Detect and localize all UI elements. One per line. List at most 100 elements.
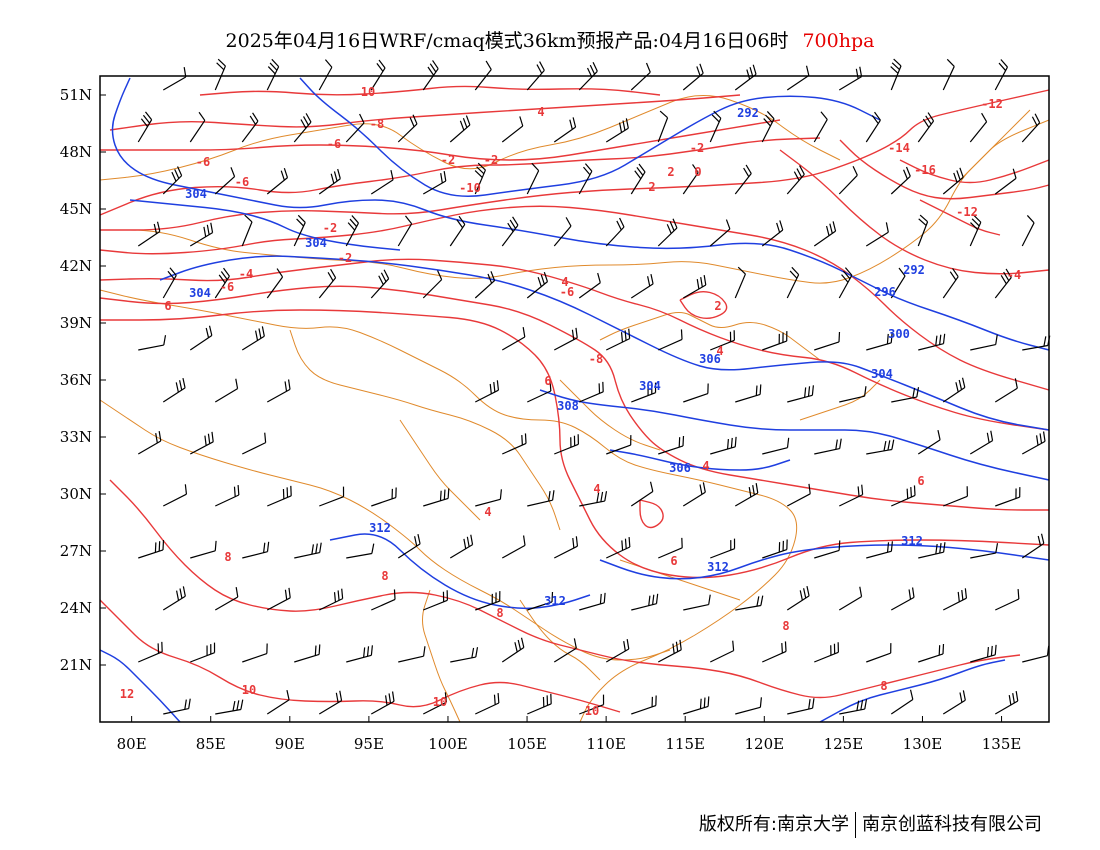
wind-barb: [214, 587, 239, 611]
wind-barb: [631, 593, 659, 611]
wind-barb: [501, 327, 526, 351]
height-contour: [99, 649, 181, 723]
wind-barb: [994, 378, 1018, 403]
height-contours: [99, 77, 1050, 723]
wind-barb: [475, 591, 501, 611]
wind-barb: [526, 162, 540, 195]
wind-barb: [787, 385, 814, 403]
wind-barb: [838, 586, 863, 611]
wind-barb: [501, 116, 524, 143]
lon-tick-label: 85E: [196, 735, 226, 753]
temperature-label: -2: [690, 141, 704, 155]
wind-barb: [682, 482, 706, 507]
wind-barb: [526, 271, 549, 299]
temperature-label: -4: [239, 267, 253, 281]
wind-barb: [189, 431, 214, 455]
wind-barb: [527, 693, 552, 715]
wind-barb: [449, 215, 466, 247]
wind-barb: [371, 589, 396, 611]
wind-barb: [657, 218, 678, 247]
lat-tick-label: 30N: [60, 485, 92, 503]
wind-barb: [162, 586, 186, 611]
wind-barb: [345, 215, 360, 247]
wind-barb: [527, 490, 555, 507]
wind-barb: [734, 483, 759, 507]
height-label: 312: [544, 594, 566, 608]
border-line: [399, 419, 481, 521]
wind-barb: [527, 591, 554, 611]
temperature-contour: [639, 499, 664, 529]
wind-barb: [814, 331, 841, 351]
temperature-label: 4: [593, 482, 600, 496]
wind-barb: [838, 267, 853, 299]
wind-barb: [293, 214, 306, 247]
copyright-text: 版权所有:南京大学: [698, 814, 849, 835]
wind-barb: [762, 641, 787, 663]
wind-barb: [502, 433, 527, 455]
wind-barb: [813, 221, 837, 247]
wind-barb: [553, 327, 578, 351]
wind-barb: [917, 214, 929, 247]
wind-barb: [266, 689, 290, 715]
height-label: 312: [901, 534, 923, 548]
wind-barb: [266, 379, 291, 403]
border-line: [519, 599, 601, 681]
map-plot-area: 10-8-6-6-6 -2-2-6-4-2-2-2022-10-12-14-16-…: [99, 58, 1051, 723]
temperature-label: -2: [441, 153, 455, 167]
wind-barb: [942, 268, 959, 299]
temperature-contour: [99, 137, 821, 216]
wind-barb: [501, 216, 519, 247]
temperature-contour: [99, 258, 1050, 431]
height-label: 304: [639, 379, 661, 393]
wind-barb: [474, 60, 492, 91]
wind-barb: [814, 642, 839, 663]
wind-barb: [474, 162, 486, 195]
temperature-label: -2: [323, 221, 337, 235]
wind-barb: [683, 696, 710, 715]
wind-barb: [786, 483, 811, 507]
wind-barb: [890, 267, 906, 299]
border-line: [99, 289, 798, 723]
wind-barb: [866, 439, 895, 455]
wind-barb: [814, 540, 841, 559]
wind-barb: [1022, 645, 1050, 663]
wind-barb: [422, 60, 439, 91]
wind-barb: [995, 588, 1020, 611]
wind-barbs: [137, 58, 1051, 715]
wind-barb: [189, 222, 214, 247]
wind-barb: [838, 165, 858, 195]
wind-barb: [266, 167, 289, 195]
wind-barb: [214, 167, 236, 195]
wind-barb: [630, 62, 651, 91]
wind-barb: [346, 645, 373, 663]
wind-barb: [137, 221, 161, 247]
wind-barb: [189, 111, 206, 143]
wind-barb: [994, 59, 1009, 91]
wind-barb: [553, 536, 579, 559]
company-text: 南京创蓝科技有限公司: [862, 814, 1042, 835]
wind-barb: [786, 266, 800, 299]
wind-barb: [890, 587, 915, 611]
wind-barb: [917, 429, 941, 455]
lon-tick-label: 95E: [354, 735, 384, 753]
footer: 版权所有:南京大学 南京创蓝科技有限公司: [699, 810, 1042, 838]
wind-barb: [266, 587, 291, 611]
wind-barb: [422, 692, 448, 715]
wind-barb: [579, 694, 605, 715]
wind-barb: [553, 217, 572, 247]
lon-tick-label: 110E: [586, 735, 626, 753]
temperature-label: -6: [196, 155, 210, 169]
wind-barb: [422, 270, 443, 299]
wind-barb: [189, 325, 213, 351]
title-level: 700hpa: [802, 30, 875, 52]
wind-barb: [942, 167, 964, 195]
wind-barb: [918, 542, 946, 559]
wind-barb: [866, 332, 893, 351]
wind-barb: [475, 692, 500, 715]
wind-barb: [606, 536, 631, 559]
wind-barb: [319, 486, 345, 507]
temperature-label: -8: [370, 117, 384, 131]
lat-tick-label: 24N: [60, 599, 92, 617]
temperature-contour: [99, 205, 1050, 391]
